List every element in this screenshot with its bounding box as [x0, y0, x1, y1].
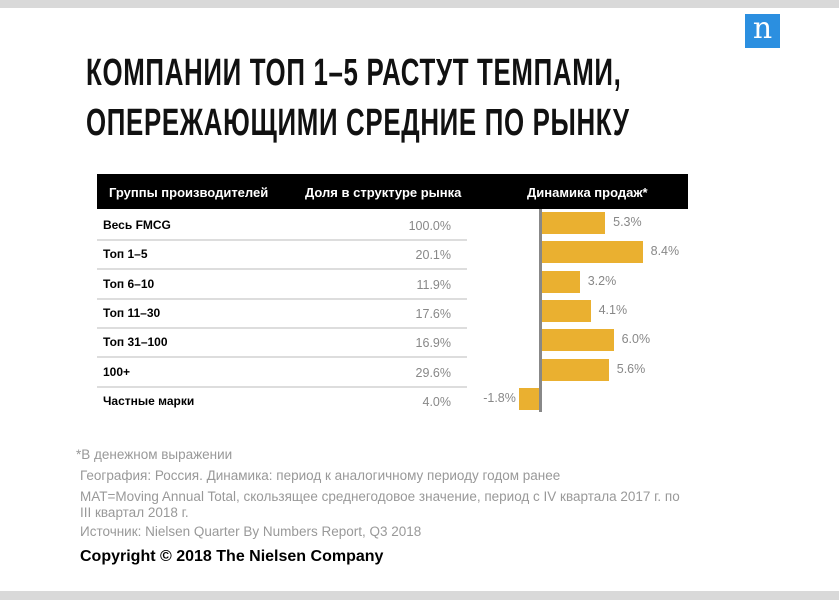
growth-label: 5.3% [613, 215, 642, 229]
growth-bar [519, 387, 541, 410]
row-share: 20.1% [415, 248, 451, 263]
growth-bar [541, 212, 606, 234]
growth-label: -1.8% [483, 390, 516, 405]
growth-bar [541, 299, 591, 322]
row-share: 100.0% [408, 219, 451, 233]
top-band [0, 0, 839, 8]
growth-bar [541, 329, 614, 352]
row-share: 11.9% [416, 277, 451, 292]
note-3: MAT=Moving Annual Total, скользящее сред… [80, 489, 680, 504]
table-row: 100+ 29.6% [97, 357, 467, 388]
table-row: Топ 11–30 17.6% [97, 298, 467, 329]
row-share: 29.6% [415, 365, 451, 380]
growth-label: 6.0% [621, 332, 651, 347]
row-share: 17.6% [415, 306, 451, 321]
table-header: Группы производителей Доля в структуре р… [97, 174, 688, 209]
nielsen-logo: n [745, 14, 780, 48]
growth-bar [541, 241, 643, 264]
row-label: Топ 11–30 [103, 305, 161, 320]
title-line-2: ОПЕРЕЖАЮЩИМИ СРЕДНИЕ ПО РЫНКУ [86, 102, 630, 144]
growth-label: 8.4% [650, 244, 680, 259]
row-share: 16.9% [415, 336, 451, 351]
table-row: Весь FMCG 100.0% [97, 210, 467, 241]
row-label: Топ 6–10 [103, 276, 155, 291]
row-label: 100+ [103, 364, 131, 379]
note-4: III квартал 2018 г. [80, 505, 189, 520]
table-row: Топ 31–100 16.9% [97, 327, 467, 359]
table-row: Частные марки 4.0% [97, 386, 467, 415]
growth-label: 3.2% [587, 273, 617, 288]
row-label: Весь FMCG [103, 218, 171, 232]
growth-bar [541, 270, 580, 293]
table-row: Топ 6–10 11.9% [97, 269, 467, 300]
title-line-1: КОМПАНИИ ТОП 1–5 РАСТУТ ТЕМПАМИ, [86, 52, 622, 94]
bottom-band [0, 591, 839, 600]
growth-bar [541, 358, 609, 381]
zero-axis [539, 209, 542, 412]
table-row: Топ 1–5 20.1% [97, 239, 467, 271]
row-label: Частные марки [103, 393, 195, 408]
header-growth: Динамика продаж* [527, 185, 648, 200]
note-1: *В денежном выражении [76, 447, 233, 462]
row-label: Топ 31–100 [103, 335, 168, 350]
row-share: 4.0% [422, 394, 452, 409]
header-share: Доля в структуре рынка [305, 185, 462, 200]
growth-label: 5.6% [616, 361, 646, 376]
header-groups: Группы производителей [109, 185, 269, 200]
copyright: Copyright © 2018 The Nielsen Company [80, 548, 384, 565]
row-label: Топ 1–5 [103, 247, 148, 262]
note-5: Источник: Nielsen Quarter By Numbers Rep… [80, 524, 422, 539]
growth-label: 4.1% [598, 302, 628, 317]
note-2: География: Россия. Динамика: период к ан… [80, 468, 561, 483]
